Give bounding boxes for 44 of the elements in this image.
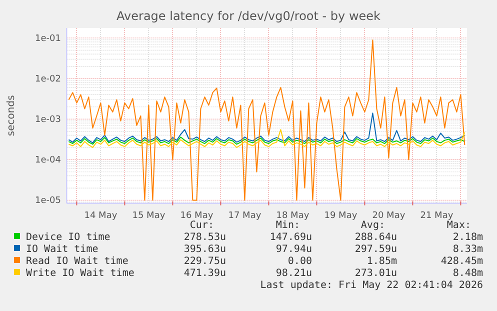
legend-label: Write IO Wait time <box>26 268 134 279</box>
line-series <box>68 129 466 148</box>
text: 8.48m <box>452 268 483 279</box>
text: 229.75u <box>184 256 226 267</box>
y-axis-title: seconds <box>6 95 17 136</box>
text: 98.21u <box>276 268 312 279</box>
text: 297.59u <box>354 244 397 255</box>
x-tick-label: 21 May <box>420 211 454 221</box>
line-series <box>68 40 466 201</box>
text: 8.33m <box>452 244 483 255</box>
text: 147.69u <box>270 232 312 243</box>
y-tick-label: 1e-05 <box>35 196 61 206</box>
text: Last update: Fri May 22 02:41:04 2026 <box>260 280 483 291</box>
chart-title: Average latency for /dev/vg0/root - by week <box>116 9 381 23</box>
text: Min: <box>276 220 300 231</box>
x-tick-label: 18 May <box>276 211 310 221</box>
text: 0.00 <box>288 256 312 267</box>
line-series <box>68 136 466 145</box>
x-tick-label: 16 May <box>180 211 214 221</box>
y-tick-label: 1e-03 <box>35 114 61 125</box>
text: 288.64u <box>354 232 397 243</box>
y-tick-label: 1e-01 <box>35 34 61 44</box>
text: 278.53u <box>184 232 226 243</box>
text: Max: <box>446 220 471 231</box>
text: 428.45m <box>440 256 483 267</box>
text: 1.85m <box>366 256 397 267</box>
x-tick-label: 15 May <box>132 211 166 221</box>
x-tick-label: 14 May <box>84 211 118 221</box>
line-series <box>68 112 466 144</box>
legend-label: Read IO Wait time <box>26 256 128 267</box>
text: 273.01u <box>354 268 397 279</box>
y-tick-label: 1e-02 <box>35 74 61 84</box>
text: 395.63u <box>184 244 226 255</box>
legend-label: IO Wait time <box>26 244 98 255</box>
legend-label: Device IO time <box>26 232 110 243</box>
x-tick-label: 17 May <box>228 211 262 221</box>
text: Avg: <box>360 220 385 231</box>
y-tick-label: 1e-04 <box>35 156 62 166</box>
text: Cur: <box>190 220 214 231</box>
x-tick-label: 20 May <box>372 211 406 221</box>
x-tick-label: 19 May <box>324 211 358 221</box>
text: 97.94u <box>276 244 312 255</box>
text: 471.39u <box>184 268 226 279</box>
text: 2.18m <box>452 232 483 243</box>
